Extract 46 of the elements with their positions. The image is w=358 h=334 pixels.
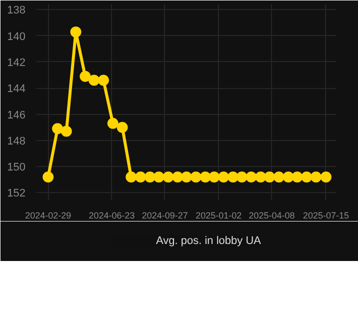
y-tick-label: 138 [7, 4, 26, 17]
point [218, 171, 230, 182]
x-tick-label: 2025-07-15 [302, 210, 350, 220]
point [126, 171, 137, 182]
point [88, 74, 100, 86]
point [172, 171, 184, 182]
text: Avg. pos. in lobby UA [156, 235, 261, 247]
point [236, 171, 248, 182]
point [80, 70, 91, 82]
point [282, 171, 294, 182]
point [273, 171, 284, 182]
x-tick-label: 2024-02-29 [25, 210, 72, 220]
point [181, 171, 192, 182]
y-tick-label: 148 [7, 135, 26, 148]
point [264, 171, 276, 182]
point [42, 171, 54, 182]
point [98, 74, 109, 86]
y-tick-label: 152 [7, 188, 26, 200]
x-tick-label: 2025-01-02 [196, 210, 242, 220]
point [255, 171, 266, 182]
point [70, 26, 82, 38]
x-tick-label: 2024-06-23 [88, 210, 135, 220]
point [320, 171, 332, 182]
point [116, 122, 128, 133]
point [153, 171, 164, 182]
point [301, 171, 312, 182]
point [246, 171, 257, 182]
point [144, 171, 156, 182]
point [107, 118, 118, 129]
point [292, 171, 303, 182]
point [227, 171, 238, 182]
y-tick-label: 142 [7, 56, 26, 69]
y-tick-label: 146 [7, 109, 26, 122]
point [200, 171, 211, 182]
point [190, 171, 202, 182]
point [162, 171, 174, 182]
point [60, 126, 72, 137]
x-tick-label: 2024-09-27 [142, 210, 188, 220]
y-tick-label: 144 [7, 83, 26, 96]
y-tick-label: 150 [7, 162, 26, 174]
y-tick-label: 140 [7, 30, 26, 43]
x-tick-label: 2025-04-08 [248, 210, 295, 220]
point [135, 171, 146, 182]
point [52, 123, 64, 134]
point [208, 171, 220, 182]
point [310, 171, 322, 182]
